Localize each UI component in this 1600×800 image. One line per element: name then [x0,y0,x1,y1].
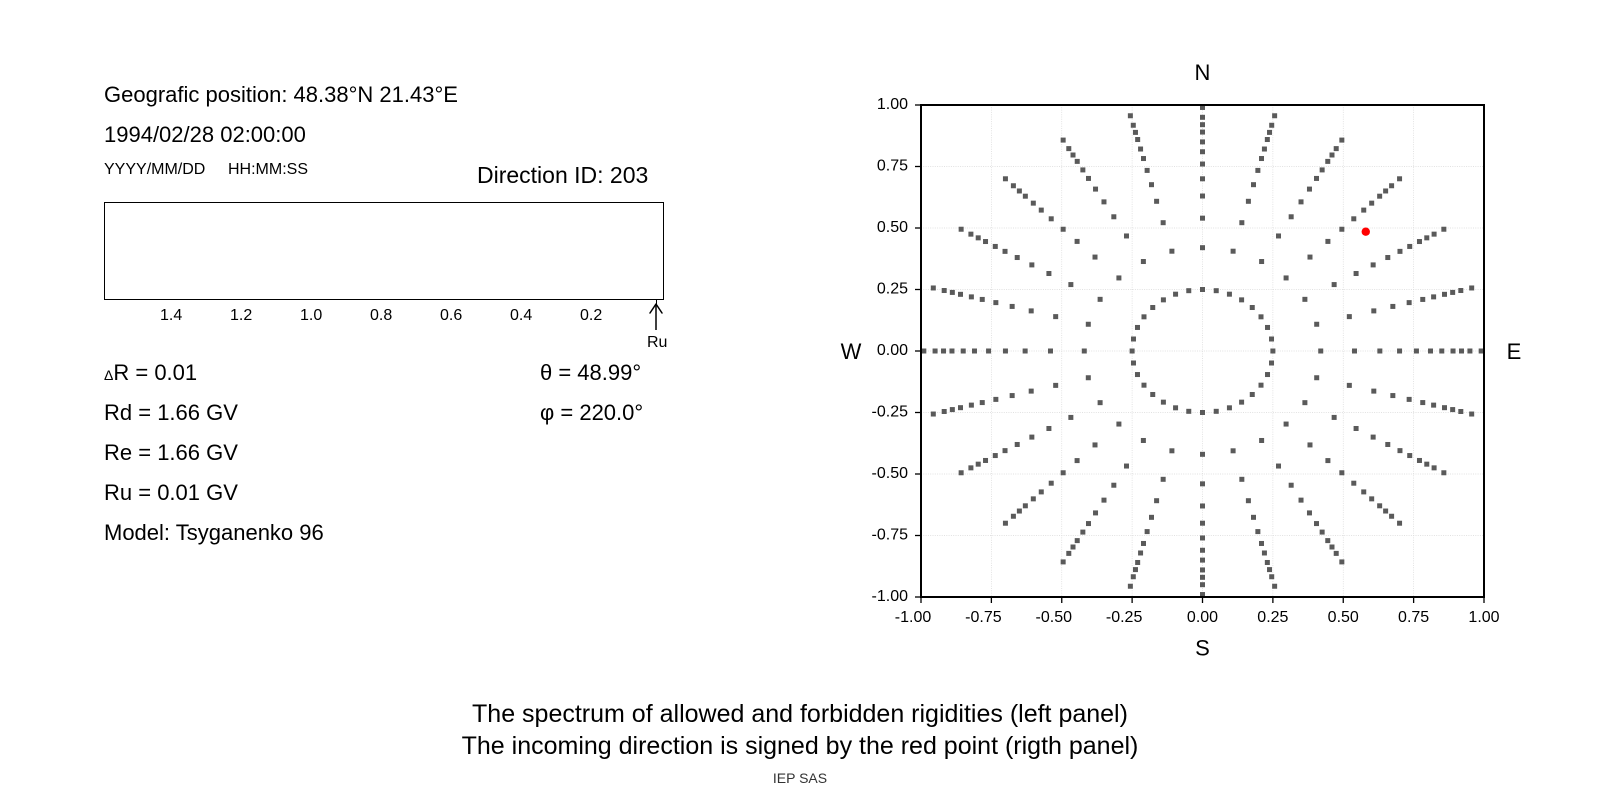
svg-text:1.00: 1.00 [1468,609,1499,626]
svg-text:-1.00: -1.00 [895,609,932,626]
svg-text:S: S [1195,636,1210,661]
svg-text:-0.25: -0.25 [1106,609,1143,626]
svg-text:-0.50: -0.50 [872,465,909,482]
svg-text:1.00: 1.00 [877,96,908,113]
svg-text:0.00: 0.00 [877,342,908,359]
svg-text:E: E [1507,339,1522,364]
svg-text:0.50: 0.50 [877,219,908,236]
svg-text:-0.25: -0.25 [872,404,909,421]
svg-text:W: W [841,339,862,364]
svg-text:-0.75: -0.75 [872,527,909,544]
svg-text:0.50: 0.50 [1328,609,1359,626]
svg-text:-0.75: -0.75 [965,609,1002,626]
svg-text:-1.00: -1.00 [872,588,909,605]
svg-text:0.00: 0.00 [1187,609,1218,626]
svg-text:0.25: 0.25 [1257,609,1288,626]
svg-text:0.75: 0.75 [877,158,908,175]
svg-text:0.25: 0.25 [877,281,908,298]
svg-text:-0.50: -0.50 [1036,609,1073,626]
svg-text:0.75: 0.75 [1398,609,1429,626]
svg-text:N: N [1195,60,1211,85]
